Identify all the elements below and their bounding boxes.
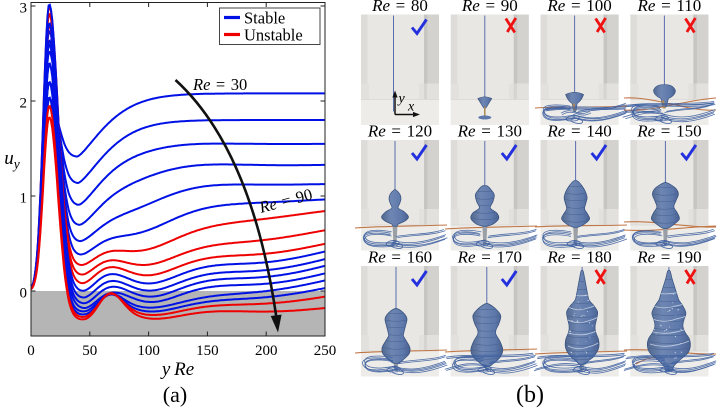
svg-text:1: 1: [20, 191, 28, 207]
svg-text:Unstable: Unstable: [244, 26, 303, 45]
svg-text:Re = 90: Re = 90: [256, 184, 314, 217]
svg-text:Re = 170: Re = 170: [457, 248, 522, 267]
svg-text:(b): (b): [516, 382, 544, 408]
svg-text:0: 0: [27, 343, 35, 359]
svg-text:Re = 150: Re = 150: [636, 122, 701, 141]
svg-text:uy: uy: [4, 148, 20, 172]
svg-text:Re = 80: Re = 80: [371, 0, 428, 15]
svg-text:200: 200: [255, 343, 278, 359]
svg-text:50: 50: [82, 343, 97, 359]
svg-text:Re = 30: Re = 30: [192, 75, 247, 94]
svg-text:150: 150: [196, 343, 219, 359]
svg-text:100: 100: [137, 343, 160, 359]
svg-text:250: 250: [314, 343, 337, 359]
svg-text:x: x: [407, 100, 415, 115]
svg-text:(a): (a): [163, 382, 187, 407]
svg-text:2: 2: [20, 96, 28, 112]
svg-text:Re = 110: Re = 110: [637, 0, 702, 15]
svg-text:Re = 140: Re = 140: [546, 122, 611, 141]
svg-text:Re = 190: Re = 190: [636, 248, 701, 267]
svg-text:y Re: y Re: [160, 359, 194, 380]
svg-text:Stable: Stable: [244, 9, 285, 28]
svg-text:Re = 90: Re = 90: [461, 0, 518, 15]
svg-text:0: 0: [20, 286, 28, 302]
svg-text:Re = 130: Re = 130: [457, 122, 522, 141]
svg-text:Re = 100: Re = 100: [546, 0, 611, 15]
svg-text:y: y: [397, 92, 406, 107]
svg-text:Re = 120: Re = 120: [367, 122, 432, 141]
svg-text:Re = 160: Re = 160: [367, 248, 432, 267]
svg-text:3: 3: [20, 1, 28, 17]
svg-text:Re = 180: Re = 180: [546, 248, 611, 267]
